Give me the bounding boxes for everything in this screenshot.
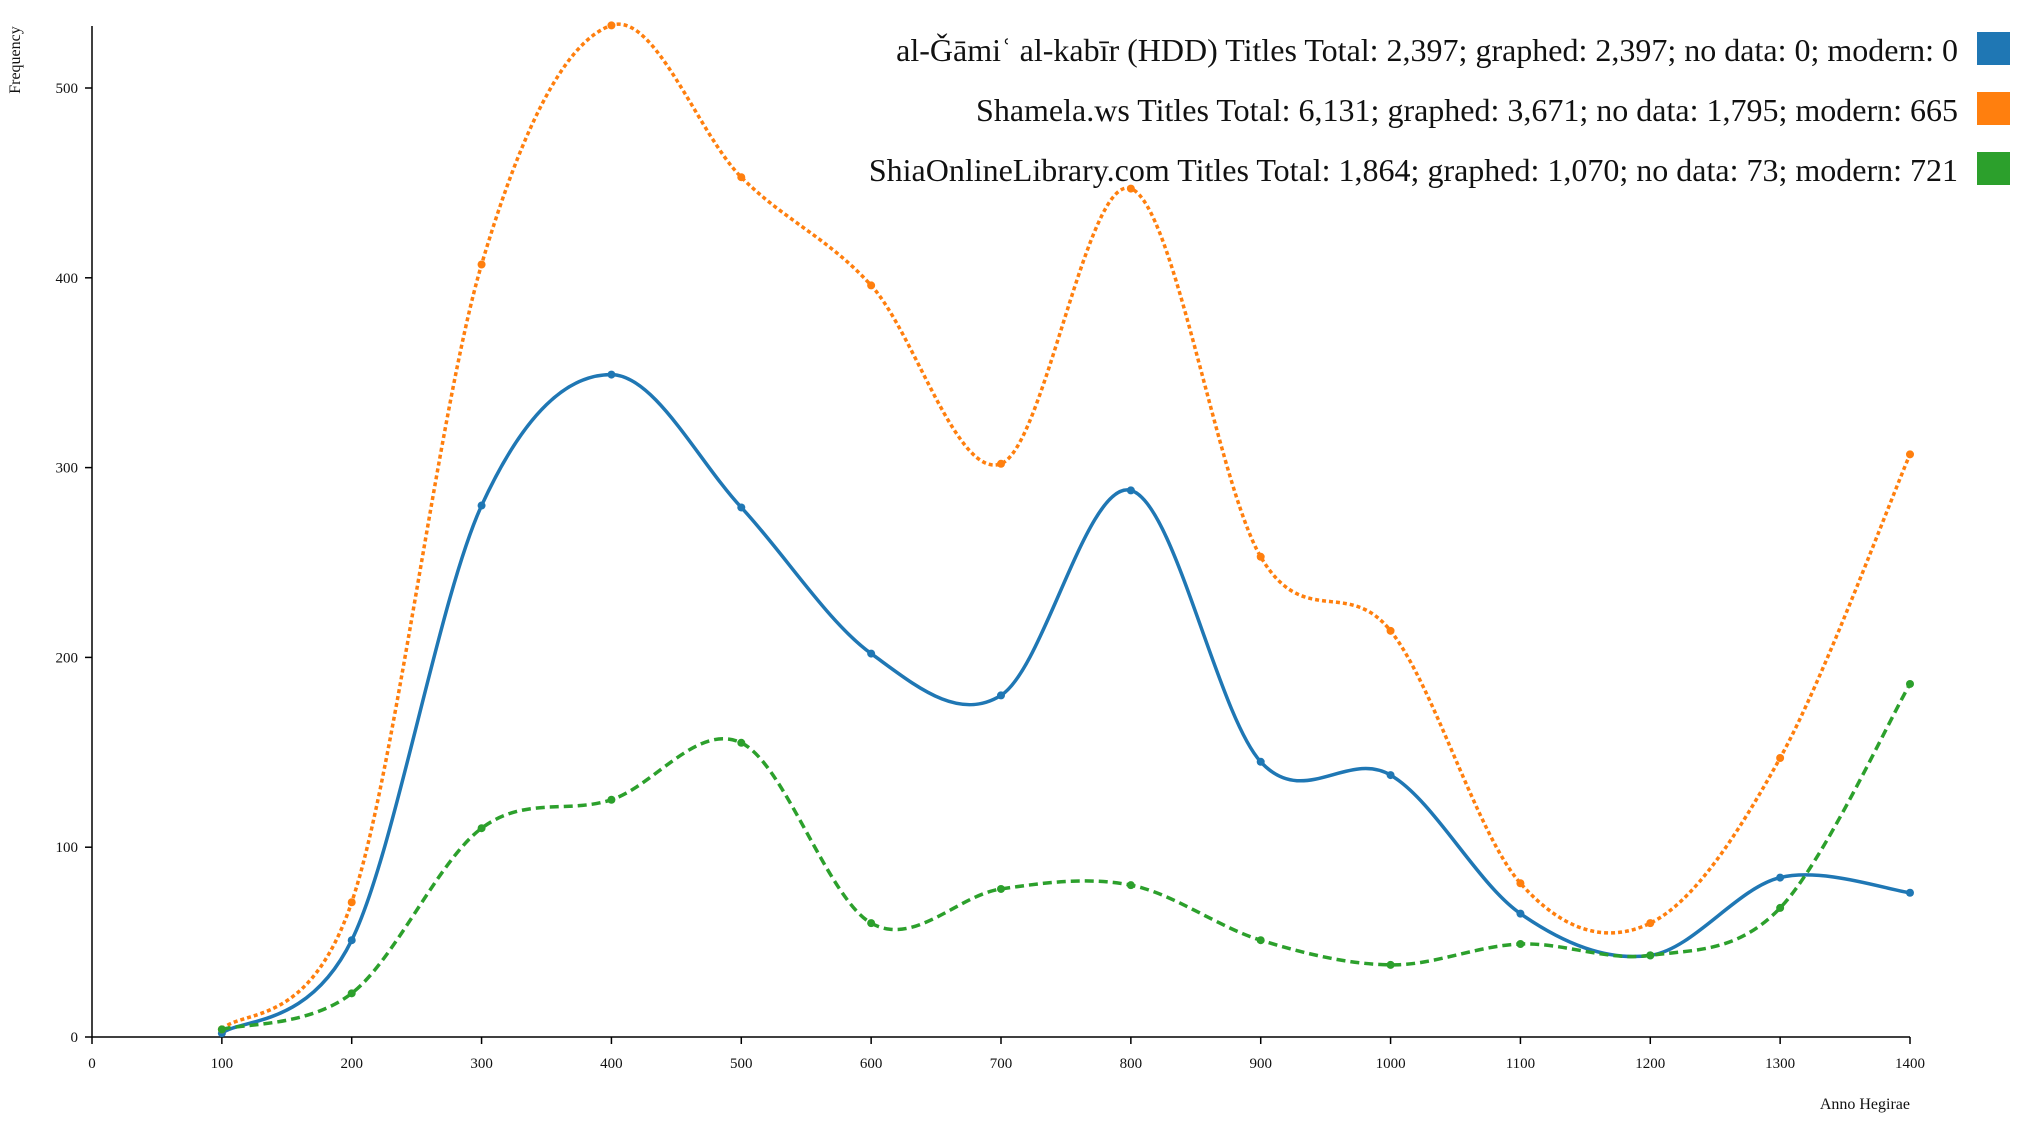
x-tick-label: 200 xyxy=(340,1056,363,1072)
x-tick-label: 1300 xyxy=(1765,1056,1795,1072)
data-point-shiaonline xyxy=(347,989,356,998)
x-tick-label: 300 xyxy=(470,1056,493,1072)
data-point-shiaonline xyxy=(1126,881,1135,890)
data-point-shamela xyxy=(1126,184,1135,193)
data-point-shamela xyxy=(867,281,876,290)
y-tick-label: 400 xyxy=(56,271,79,287)
data-point-shiaonline xyxy=(1256,936,1265,945)
x-axis-ticks: 0 100 200 300 400 500 600 700 800 900 1000 1100 1200… xyxy=(88,1037,1925,1072)
legend-swatch-shiaonline xyxy=(1977,152,2010,185)
data-point-hdd xyxy=(1516,909,1525,918)
series-layer xyxy=(217,21,1914,1038)
data-point-shiaonline xyxy=(1906,679,1914,688)
legend-label-shamela: Shamela.ws Titles Total: 6,131; graphed:… xyxy=(976,92,1958,128)
series-line-hdd xyxy=(220,372,1911,1035)
data-point-hdd xyxy=(347,936,356,945)
data-point-hdd xyxy=(607,370,616,379)
x-tick-label: 900 xyxy=(1249,1056,1272,1072)
axes: 0 100 200 300 400 500 600 700 800 900 1000 1100 1200… xyxy=(7,26,1925,1113)
data-point-hdd xyxy=(1776,873,1785,882)
x-axis-title: Anno Hegirae xyxy=(1820,1096,1910,1113)
y-tick-label: 0 xyxy=(71,1030,79,1046)
data-point-shamela xyxy=(1646,919,1655,928)
data-point-shamela xyxy=(1776,753,1785,762)
x-tick-label: 700 xyxy=(990,1056,1013,1072)
series-line-shiaonline xyxy=(221,683,1912,1032)
y-tick-label: 500 xyxy=(56,81,79,97)
data-point-hdd xyxy=(997,691,1005,700)
legend-swatch-hdd xyxy=(1977,32,2010,65)
y-axis-title: Frequency xyxy=(7,26,24,94)
y-tick-label: 200 xyxy=(56,650,79,666)
data-point-hdd xyxy=(477,501,486,510)
series-shamela xyxy=(217,21,1914,1034)
y-axis-ticks: 0 100 200 300 400 500 xyxy=(56,81,92,1046)
data-point-shiaonline xyxy=(1386,960,1395,969)
x-tick-label: 600 xyxy=(860,1056,883,1072)
x-tick-label: 100 xyxy=(211,1056,234,1072)
series-line-shamela xyxy=(220,22,1912,1031)
data-point-shiaonline xyxy=(1776,903,1785,912)
data-point-shamela xyxy=(997,459,1005,468)
series-shiaonline xyxy=(217,679,1914,1034)
data-point-hdd xyxy=(1126,486,1135,495)
data-point-hdd xyxy=(1256,757,1265,766)
data-point-shamela xyxy=(607,21,616,30)
data-point-shiaonline xyxy=(1646,951,1655,960)
x-tick-label: 1200 xyxy=(1635,1056,1665,1072)
legend-label-shiaonline: ShiaOnlineLibrary.com Titles Total: 1,86… xyxy=(869,152,1958,188)
y-tick-label: 100 xyxy=(56,840,79,856)
data-point-shiaonline xyxy=(607,795,616,804)
data-point-hdd xyxy=(867,649,876,658)
data-point-hdd xyxy=(1386,771,1395,780)
x-tick-label: 1100 xyxy=(1506,1056,1535,1072)
legend: al-Ǧāmiʿ al-kabīr (HDD) Titles Total: 2,… xyxy=(869,32,2010,188)
legend-swatch-shamela xyxy=(1977,92,2010,125)
data-point-hdd xyxy=(737,503,746,512)
data-point-shamela xyxy=(347,898,356,907)
data-point-shiaonline xyxy=(737,738,746,747)
data-point-shiaonline xyxy=(867,919,876,928)
data-point-shamela xyxy=(1386,626,1395,635)
data-point-shamela xyxy=(477,260,486,269)
series-hdd xyxy=(217,370,1914,1038)
x-tick-label: 800 xyxy=(1120,1056,1143,1072)
data-point-shamela xyxy=(1516,879,1525,888)
legend-label-hdd: al-Ǧāmiʿ al-kabīr (HDD) Titles Total: 2,… xyxy=(896,32,1958,68)
data-point-shamela xyxy=(737,173,746,182)
x-tick-label: 400 xyxy=(600,1056,623,1072)
data-point-shiaonline xyxy=(477,824,486,833)
data-point-shiaonline xyxy=(217,1025,226,1034)
data-point-shiaonline xyxy=(997,884,1005,893)
data-point-shamela xyxy=(1906,450,1914,459)
x-tick-label: 1000 xyxy=(1376,1056,1406,1072)
data-point-hdd xyxy=(1906,888,1914,897)
y-tick-label: 300 xyxy=(56,461,79,477)
x-tick-label: 500 xyxy=(730,1056,753,1072)
data-point-shiaonline xyxy=(1516,939,1525,948)
x-tick-label: 1400 xyxy=(1895,1056,1925,1072)
x-tick-label: 0 xyxy=(88,1056,96,1072)
data-point-shamela xyxy=(1256,552,1265,561)
